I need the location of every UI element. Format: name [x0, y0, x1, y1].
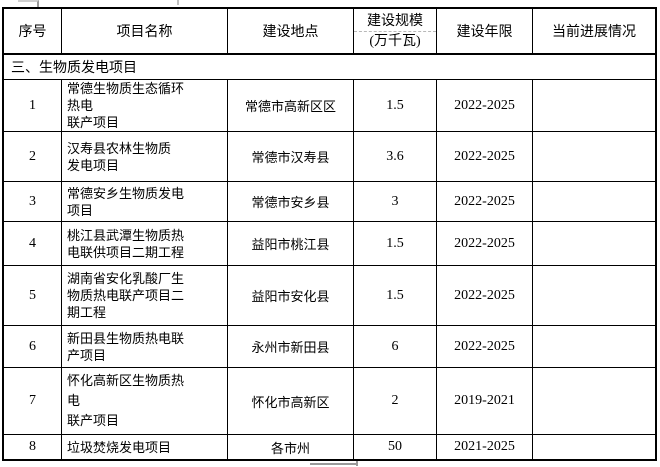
cell-progress: [533, 222, 655, 266]
cell-period: 2022-2025: [437, 222, 533, 266]
cell-project-name: 桃江县武潭生物质热 电联供项目二期工程: [62, 222, 228, 266]
cell-progress: [533, 368, 655, 435]
cell-progress: [533, 266, 655, 326]
cell-progress: [533, 182, 655, 222]
cell-no: 5: [4, 266, 62, 326]
cell-period: 2021-2025: [437, 435, 533, 459]
cell-no: 2: [4, 132, 62, 182]
col-header-period: 建设年限: [437, 9, 533, 55]
cell-no: 6: [4, 326, 62, 368]
cell-location: 永州市新田县: [228, 326, 354, 368]
cell-scale: 2: [354, 368, 437, 435]
col-header-no: 序号: [4, 9, 62, 55]
cell-progress: [533, 326, 655, 368]
cell-project-name: 常德安乡生物质发电 项目: [62, 182, 228, 222]
cell-scale: 1.5: [354, 222, 437, 266]
cell-project-name: 怀化高新区生物质热 电 联产项目: [62, 368, 228, 435]
col-header-scale: 建设规模 (万千瓦): [354, 9, 437, 55]
cell-project-name: 常德生物质生态循环 热电 联产项目: [62, 80, 228, 132]
cell-period: 2022-2025: [437, 266, 533, 326]
cell-location: 常德市安乡县: [228, 182, 354, 222]
cell-location: 常德市汉寿县: [228, 132, 354, 182]
cell-period: 2019-2021: [437, 368, 533, 435]
cell-scale: 1.5: [354, 80, 437, 132]
cell-location: 常德市高新区区: [228, 80, 354, 132]
cell-period: 2022-2025: [437, 80, 533, 132]
cell-location: 益阳市安化县: [228, 266, 354, 326]
cell-project-name: 汉寿县农林生物质 发电项目: [62, 132, 228, 182]
cell-scale: 50: [354, 435, 437, 459]
cell-period: 2022-2025: [437, 132, 533, 182]
cell-project-name: 湖南省安化乳酸厂生 物质热电联产项目二 期工程: [62, 266, 228, 326]
cell-progress: [533, 80, 655, 132]
cell-project-name: 新田县生物质热电联 产项目: [62, 326, 228, 368]
cell-location: 各市州: [228, 435, 354, 459]
cell-project-name: 垃圾焚烧发电项目: [62, 435, 228, 459]
cell-scale: 6: [354, 326, 437, 368]
col-header-progress: 当前进展情况: [533, 9, 655, 55]
screen-artifact-top-mid: [164, 0, 179, 5]
screen-artifact-bottom-tick: [356, 460, 358, 466]
cell-period: 2022-2025: [437, 182, 533, 222]
col-header-location: 建设地点: [228, 9, 354, 55]
col-header-name: 项目名称: [62, 9, 228, 55]
cell-progress: [533, 132, 655, 182]
section-header-biomass: 三、生物质发电项目: [4, 55, 655, 80]
cell-location: 益阳市桃江县: [228, 222, 354, 266]
project-table: 序号 项目名称 建设地点 建设规模 (万千瓦) 建设年限 当前进展情况 三、生物…: [2, 7, 657, 461]
cell-location: 怀化市高新区: [228, 368, 354, 435]
cell-progress: [533, 435, 655, 459]
col-header-scale-line2: (万千瓦): [354, 30, 436, 51]
cell-scale: 3.6: [354, 132, 437, 182]
cell-scale: 3: [354, 182, 437, 222]
cell-no: 7: [4, 368, 62, 435]
cell-no: 1: [4, 80, 62, 132]
cell-period: 2022-2025: [437, 326, 533, 368]
cell-no: 3: [4, 182, 62, 222]
cell-no: 4: [4, 222, 62, 266]
col-header-scale-line1: 建设规模: [367, 13, 423, 29]
cell-scale: 1.5: [354, 266, 437, 326]
screen-artifact-top-left: [18, 0, 39, 9]
screen-artifact-bottom: [310, 463, 358, 467]
cell-no: 8: [4, 435, 62, 459]
